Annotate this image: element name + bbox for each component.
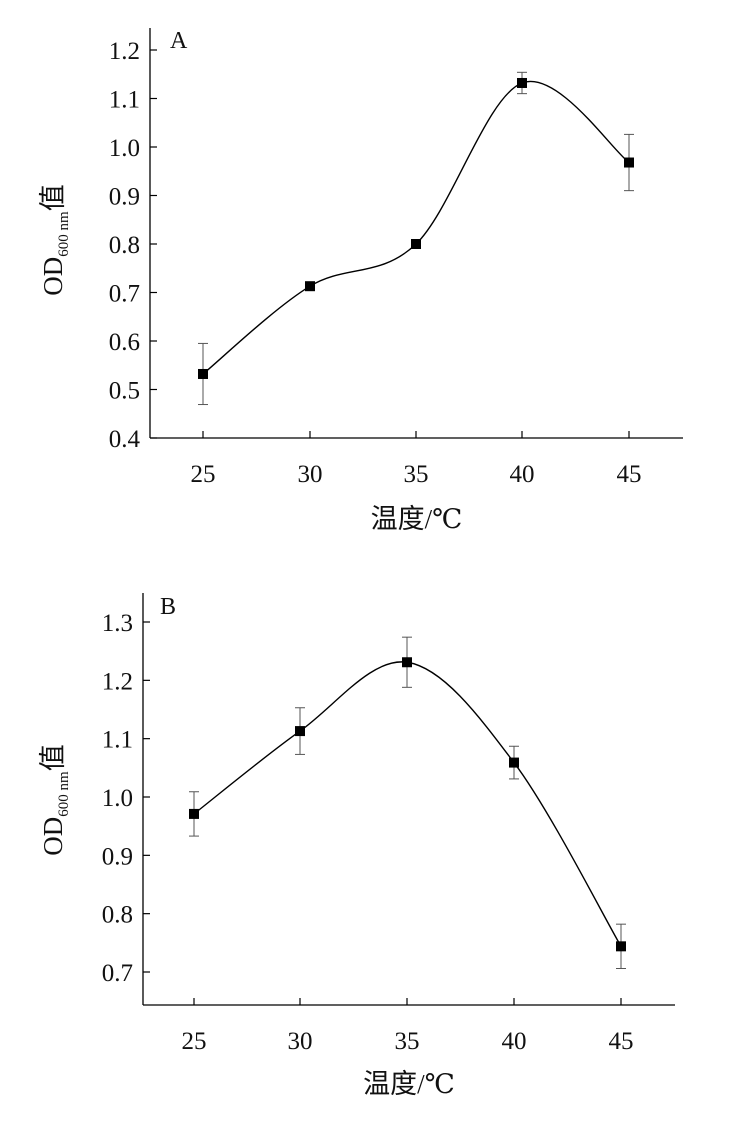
- y-tick-label: 0.6: [109, 329, 140, 356]
- y-axis-title-subscript: 600 nm: [56, 211, 72, 257]
- x-tick-label: 40: [502, 1028, 527, 1055]
- y-tick-label: 0.8: [109, 232, 140, 259]
- y-tick-label: 0.8: [102, 902, 133, 929]
- y-axis-title-main: OD: [38, 817, 68, 856]
- y-tick-label: 1.2: [109, 38, 140, 65]
- x-tick-label: 30: [298, 461, 323, 488]
- y-axis-title-suffix: 值: [38, 184, 68, 211]
- y-axis-title: OD600 nm值: [38, 744, 72, 855]
- x-tick-label: 40: [510, 461, 535, 488]
- x-tick-label: 45: [617, 461, 642, 488]
- x-tick-label: 45: [609, 1028, 634, 1055]
- y-tick-label: 0.4: [109, 426, 141, 453]
- series-line: [202, 80, 630, 375]
- x-tick-label: 35: [404, 461, 429, 488]
- y-tick-label: 1.0: [109, 135, 140, 162]
- chart-panel-a: 0.4 0.5 0.6 0.7 0.8 0.9 1.0 1.1 1.2 25 30 35 40 45 温度/…: [38, 28, 683, 534]
- data-point-marker: [198, 368, 208, 379]
- y-axis-title-subscript: 600 nm: [56, 771, 72, 817]
- y-tick-label: 0.9: [109, 184, 140, 211]
- y-tick-label: 1.2: [102, 668, 133, 695]
- data-point-marker: [517, 77, 527, 88]
- data-point-marker: [402, 657, 412, 668]
- data-point-marker: [295, 726, 305, 737]
- x-axis-title: 温度/℃: [363, 1069, 455, 1099]
- data-point-marker: [411, 239, 421, 249]
- y-tick-label: 0.9: [102, 843, 133, 870]
- y-tick-label: 1.1: [109, 87, 140, 114]
- data-point-marker: [624, 157, 634, 168]
- x-tick-label: 25: [182, 1028, 207, 1055]
- data-point-marker: [305, 281, 315, 292]
- panel-label: A: [170, 28, 188, 54]
- y-axis-title-main: OD: [38, 257, 68, 296]
- y-tick-label: 1.0: [102, 785, 133, 812]
- panel-label: B: [160, 594, 176, 620]
- data-point-marker: [189, 808, 199, 819]
- y-axis-title: OD600 nm值: [38, 184, 72, 295]
- y-axis-title-suffix: 值: [38, 744, 68, 771]
- series-line: [193, 661, 622, 947]
- x-tick-label: 30: [288, 1028, 313, 1055]
- data-point-marker: [616, 941, 626, 952]
- y-tick-label: 0.5: [109, 378, 140, 405]
- x-tick-label: 25: [191, 461, 216, 488]
- chart-panel-b: 0.7 0.8 0.9 1.0 1.1 1.2 1.3 25 30 35 40 45 温度/℃ OD600…: [38, 593, 675, 1099]
- x-axis-title: 温度/℃: [371, 504, 463, 534]
- y-tick-label: 1.1: [102, 727, 133, 754]
- y-tick-label: 1.3: [102, 610, 133, 637]
- y-tick-label: 0.7: [102, 960, 133, 987]
- data-point-marker: [509, 757, 519, 768]
- y-tick-label: 0.7: [109, 281, 140, 308]
- x-tick-label: 35: [395, 1028, 420, 1055]
